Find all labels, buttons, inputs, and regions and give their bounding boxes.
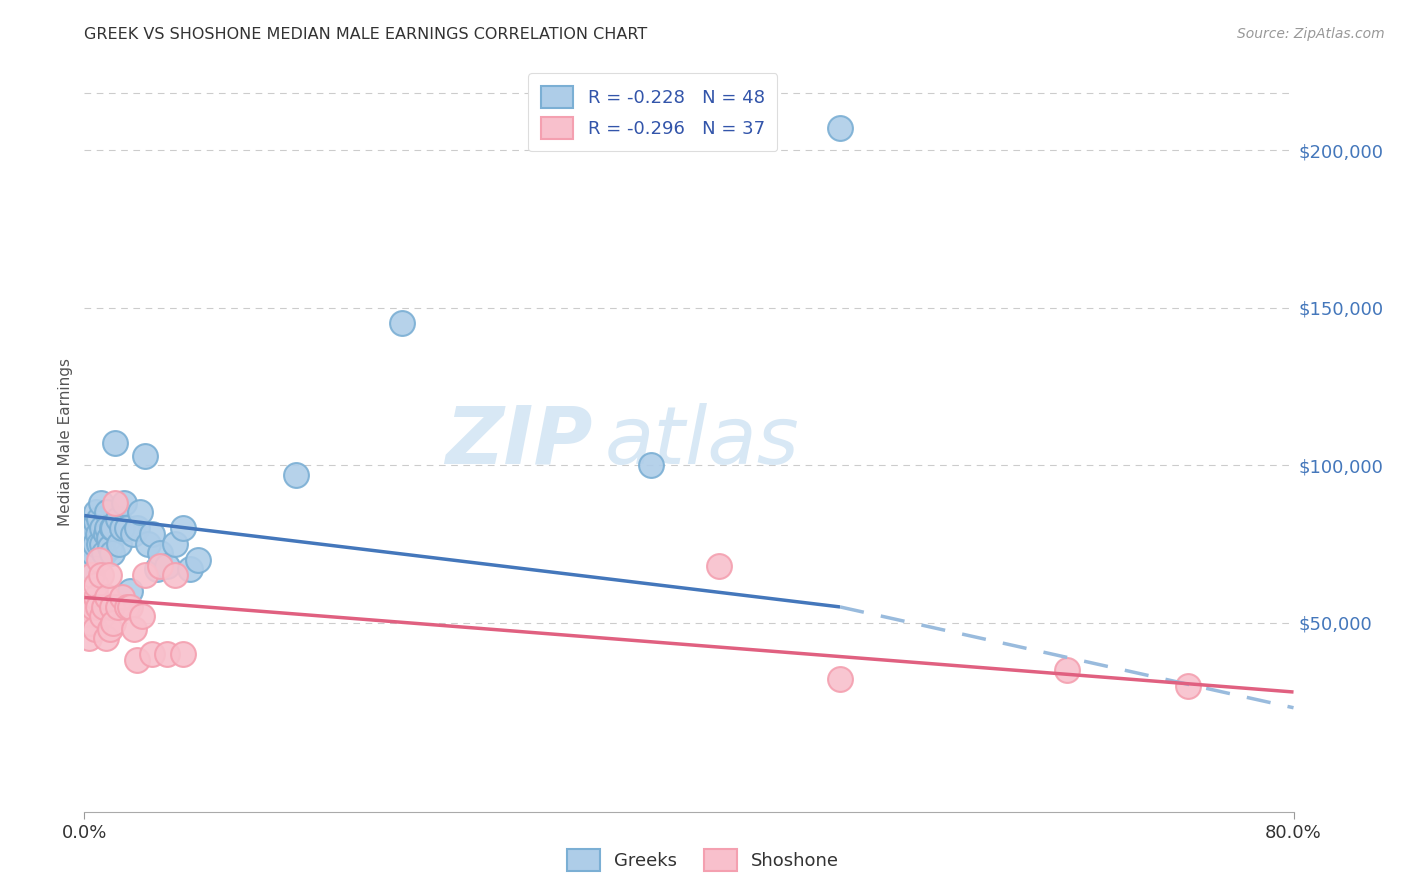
Point: [82, 599, 104, 614]
Point: [172, 647, 194, 661]
Point: [122, 622, 145, 636]
Point: [93, 599, 115, 614]
Point: [107, 599, 129, 614]
Text: ZIP: ZIP: [444, 402, 592, 481]
Point: [115, 521, 138, 535]
Point: [107, 512, 129, 526]
Point: [86, 505, 108, 519]
Point: [98, 622, 121, 636]
Point: [1177, 679, 1199, 693]
Point: [111, 521, 134, 535]
Point: [640, 458, 662, 472]
Point: [98, 540, 121, 554]
Point: [141, 527, 163, 541]
Point: [79, 615, 101, 630]
Point: [129, 505, 152, 519]
Point: [118, 599, 141, 614]
Point: [91, 537, 114, 551]
Point: [91, 609, 114, 624]
Point: [76, 537, 98, 551]
Point: [76, 599, 98, 614]
Point: [830, 673, 852, 687]
Point: [97, 568, 120, 582]
Text: Source: ZipAtlas.com: Source: ZipAtlas.com: [1237, 27, 1385, 41]
Point: [89, 512, 111, 526]
Point: [112, 496, 135, 510]
Point: [118, 584, 141, 599]
Point: [96, 521, 118, 535]
Point: [709, 559, 731, 574]
Point: [100, 521, 122, 535]
Point: [89, 537, 111, 551]
Point: [91, 521, 114, 535]
Point: [97, 531, 120, 545]
Text: atlas: atlas: [605, 402, 799, 481]
Point: [80, 568, 103, 582]
Point: [101, 521, 124, 535]
Point: [134, 449, 156, 463]
Point: [187, 552, 209, 566]
Point: [86, 515, 108, 529]
Point: [94, 527, 117, 541]
Point: [172, 521, 194, 535]
Point: [149, 559, 172, 574]
Point: [87, 527, 110, 541]
Point: [101, 615, 124, 630]
Point: [90, 496, 112, 510]
Point: [77, 559, 100, 574]
Point: [111, 591, 134, 605]
Point: [84, 537, 107, 551]
Point: [179, 562, 201, 576]
Point: [90, 568, 112, 582]
Point: [156, 647, 179, 661]
Point: [89, 552, 111, 566]
Y-axis label: Median Male Earnings: Median Male Earnings: [58, 358, 73, 525]
Point: [108, 537, 131, 551]
Point: [104, 436, 127, 450]
Point: [121, 527, 143, 541]
Point: [165, 537, 187, 551]
Point: [94, 632, 117, 646]
Point: [131, 609, 153, 624]
Point: [285, 467, 308, 482]
Point: [127, 521, 149, 535]
Legend: R = -0.228   N = 48, R = -0.296   N = 37: R = -0.228 N = 48, R = -0.296 N = 37: [529, 73, 778, 152]
Point: [80, 521, 103, 535]
Point: [156, 559, 179, 574]
Point: [86, 591, 108, 605]
Point: [96, 591, 118, 605]
Point: [146, 562, 169, 576]
Point: [93, 546, 115, 560]
Point: [86, 578, 108, 592]
Point: [96, 505, 118, 519]
Point: [87, 599, 110, 614]
Point: [100, 546, 122, 560]
Point: [165, 568, 187, 582]
Point: [136, 537, 159, 551]
Point: [115, 599, 138, 614]
Point: [149, 546, 172, 560]
Point: [104, 496, 127, 510]
Point: [1056, 663, 1078, 677]
Point: [127, 653, 149, 667]
Point: [830, 121, 852, 136]
Point: [82, 527, 104, 541]
Point: [134, 568, 156, 582]
Point: [391, 317, 413, 331]
Point: [77, 632, 100, 646]
Legend: Greeks, Shoshone: Greeks, Shoshone: [560, 842, 846, 879]
Point: [100, 599, 122, 614]
Point: [82, 546, 104, 560]
Point: [84, 622, 107, 636]
Text: GREEK VS SHOSHONE MEDIAN MALE EARNINGS CORRELATION CHART: GREEK VS SHOSHONE MEDIAN MALE EARNINGS C…: [84, 27, 648, 42]
Point: [141, 647, 163, 661]
Point: [79, 531, 101, 545]
